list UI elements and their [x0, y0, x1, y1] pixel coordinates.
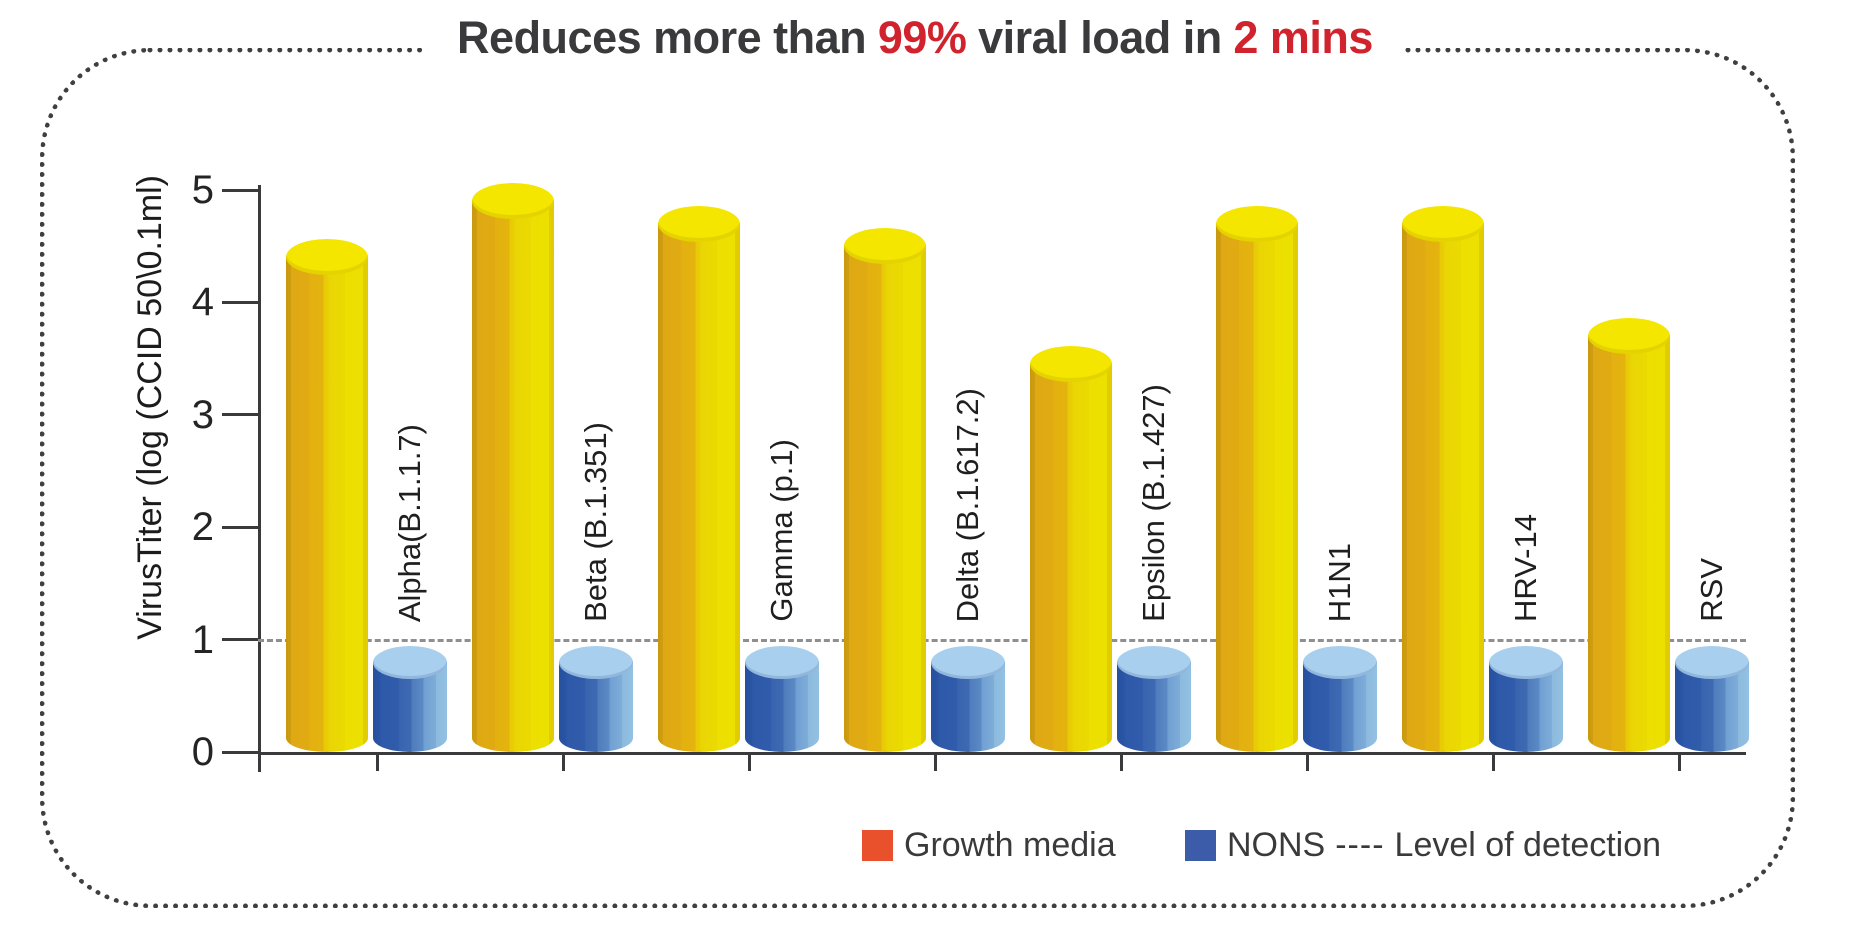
title-text-2: viral load in — [978, 12, 1222, 63]
bar-nons-cap — [1117, 646, 1191, 680]
legend-growth-media-label: Growth media — [904, 826, 1116, 864]
bar-growth-media-cap — [844, 228, 926, 265]
x-axis-tick — [748, 752, 751, 771]
category-label: Beta (B.1.351) — [578, 422, 613, 622]
x-axis-tick — [1306, 752, 1309, 771]
y-axis-tick — [222, 750, 258, 754]
bar-nons-cap — [1675, 646, 1749, 680]
detection-line-dashes-icon: ---- — [1335, 826, 1385, 864]
bar-growth-media-cap — [1030, 346, 1112, 383]
category-label: HRV-14 — [1508, 514, 1543, 622]
bar-growth-media — [1588, 318, 1670, 752]
x-axis-tick — [562, 752, 565, 771]
bar-nons — [1117, 646, 1191, 752]
category-label: Gamma (p.1) — [764, 439, 799, 622]
title-text-1: Reduces more than — [457, 12, 867, 63]
y-axis-title: VirusTiter (log (CCID 50\0.1ml) — [131, 175, 169, 640]
y-tick-label: 5 — [191, 168, 214, 212]
x-axis-line — [258, 752, 1746, 755]
bar-growth-media-cap — [472, 183, 554, 220]
title-highlight-percent: 99% — [877, 12, 967, 63]
bar-growth-media — [1402, 205, 1484, 752]
bar-nons — [745, 646, 819, 752]
bar-growth-media — [1216, 205, 1298, 752]
figure-title: Reduces more than 99% viral load in 2 mins — [427, 12, 1403, 64]
legend-nons-label: NONS — [1227, 826, 1326, 864]
x-axis-tick — [376, 752, 379, 771]
bar-nons — [1489, 646, 1563, 752]
y-axis-tick — [222, 188, 258, 192]
x-axis-tick — [934, 752, 937, 771]
bar-growth-media-cap — [1402, 205, 1484, 242]
bar-growth-media-cap — [1588, 318, 1670, 355]
y-axis-tick — [222, 638, 258, 642]
y-tick-label: 1 — [191, 617, 214, 662]
bar-nons-cap — [373, 646, 447, 680]
bar-nons — [931, 646, 1005, 752]
bar-growth-media — [286, 239, 368, 752]
bar-nons — [1303, 646, 1377, 752]
legend-item-nons: NONS ---- Level of detection — [1185, 826, 1661, 865]
category-label: H1N1 — [1322, 542, 1357, 622]
bar-nons-cap — [559, 646, 633, 680]
bar-growth-media — [1030, 346, 1112, 752]
growth-media-swatch-icon — [862, 830, 893, 861]
bar-nons — [373, 646, 447, 752]
legend-detection-label: Level of detection — [1394, 826, 1662, 864]
nons-swatch-icon — [1185, 830, 1216, 861]
x-axis-tick — [1678, 752, 1681, 771]
bar-nons-cap — [931, 646, 1005, 680]
bar-nons-cap — [1303, 646, 1377, 680]
bar-growth-media-cap — [1216, 205, 1298, 242]
y-tick-label: 3 — [191, 392, 214, 437]
category-label: RSV — [1694, 558, 1729, 622]
x-axis-tick — [1120, 752, 1123, 771]
y-tick-label: 4 — [191, 280, 214, 325]
bar-growth-media — [658, 205, 740, 752]
y-axis-tick — [222, 413, 258, 417]
bar-nons — [1675, 646, 1749, 752]
y-axis-tick — [222, 300, 258, 304]
x-axis-tick — [1492, 752, 1495, 771]
level-of-detection-line — [258, 638, 1746, 642]
category-label: Epsilon (B.1.427) — [1136, 384, 1171, 622]
bar-growth-media-cap — [658, 205, 740, 242]
bar-nons-cap — [745, 646, 819, 680]
category-label: Delta (B.1.617.2) — [950, 387, 985, 622]
bar-growth-media — [472, 183, 554, 752]
title-highlight-time: 2 mins — [1233, 12, 1373, 63]
bar-nons — [559, 646, 633, 752]
y-tick-label: 0 — [191, 730, 214, 774]
bar-growth-media-cap — [286, 239, 368, 276]
bar-nons-cap — [1489, 646, 1563, 680]
y-axis-tick — [222, 525, 258, 529]
category-label: Alpha(B.1.1.7) — [392, 423, 427, 622]
y-axis-line — [258, 185, 261, 772]
legend-item-growth-media: Growth media — [862, 826, 1116, 865]
bar-growth-media — [844, 228, 926, 752]
y-tick-label: 2 — [191, 505, 214, 550]
